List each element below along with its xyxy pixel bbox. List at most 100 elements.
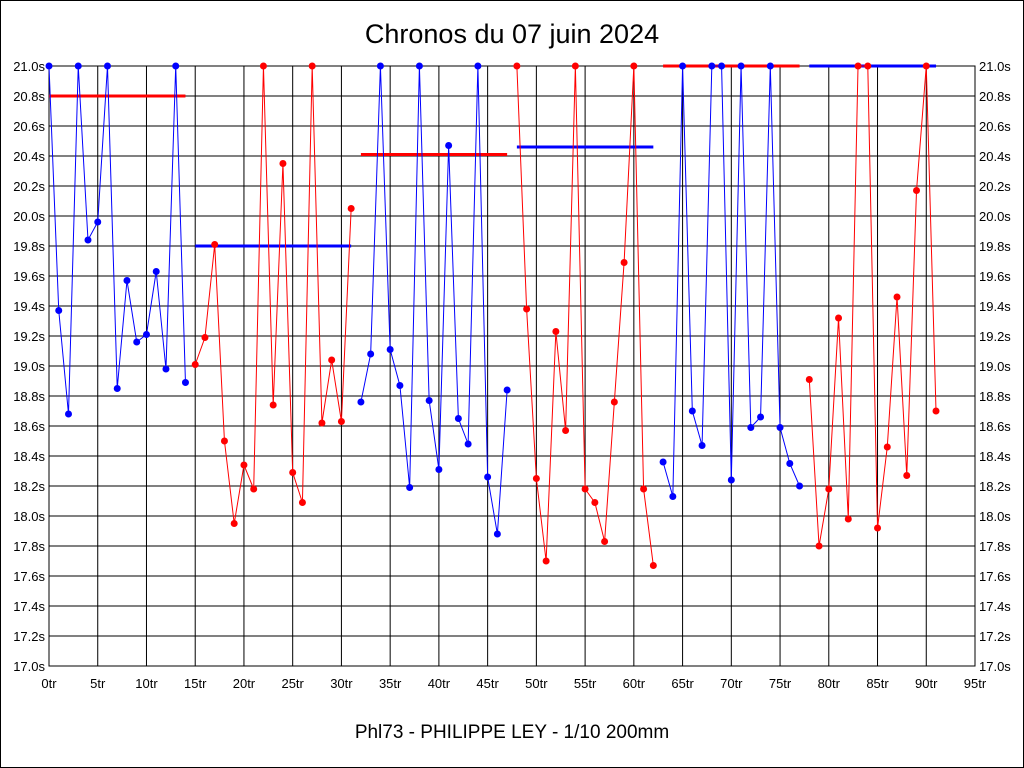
y-tick-label-left: 20.6s (13, 119, 45, 134)
y-tick-label-right: 17.4s (979, 599, 1011, 614)
y-tick-label-left: 20.4s (13, 149, 45, 164)
data-point (747, 424, 755, 431)
data-point (796, 482, 804, 490)
data-point (386, 346, 394, 353)
data-point (133, 338, 141, 346)
x-tick-label: 50tr (525, 676, 548, 691)
data-point (669, 493, 677, 500)
data-point (230, 520, 238, 527)
data-point (484, 473, 492, 481)
y-tick-label-right: 19.0s (979, 359, 1011, 374)
data-point (874, 524, 882, 532)
x-tick-label: 25tr (281, 676, 304, 691)
data-point (610, 398, 618, 406)
data-point (913, 187, 921, 194)
data-point (425, 397, 433, 404)
y-tick-label-left: 17.6s (13, 569, 45, 584)
y-tick-label-right: 18.4s (979, 449, 1011, 464)
data-point (620, 259, 628, 266)
data-point (903, 472, 911, 479)
y-tick-label-left: 17.8s (13, 539, 45, 554)
data-point (757, 413, 765, 421)
y-tick-label-left: 17.0s (13, 659, 45, 674)
data-point (659, 458, 667, 466)
data-point (74, 62, 82, 70)
y-tick-label-right: 18.0s (979, 509, 1011, 524)
data-point (415, 62, 423, 70)
x-tick-label: 15tr (184, 676, 207, 691)
data-point (396, 382, 404, 389)
y-tick-label-right: 17.0s (979, 659, 1011, 674)
x-tick-label: 35tr (379, 676, 402, 691)
x-tick-label: 70tr (720, 676, 743, 691)
y-tick-label-left: 18.2s (13, 479, 45, 494)
data-point (591, 499, 599, 506)
data-point (172, 62, 180, 70)
series-line (194, 65, 352, 524)
y-tick-label-left: 17.4s (13, 599, 45, 614)
data-point (698, 442, 706, 449)
x-tick-label: 40tr (428, 676, 451, 691)
data-point (357, 398, 365, 406)
x-tick-label: 55tr (574, 676, 597, 691)
data-point (835, 314, 843, 322)
x-tick-label: 5tr (90, 676, 106, 691)
data-point (123, 277, 131, 284)
data-point (854, 62, 862, 70)
data-point (718, 62, 726, 70)
data-point (688, 407, 696, 415)
series-line (360, 65, 508, 535)
data-point (376, 62, 384, 70)
data-point (94, 218, 102, 226)
x-tick-label: 95tr (964, 676, 987, 691)
data-point (64, 410, 72, 418)
data-point (601, 538, 609, 545)
y-tick-label-left: 20.8s (13, 89, 45, 104)
plot-border (48, 65, 976, 667)
y-tick-label-right: 18.6s (979, 419, 1011, 434)
data-point (503, 386, 511, 394)
data-point (240, 461, 248, 469)
y-tick-label-right: 21.0s (979, 59, 1011, 74)
y-tick-label-left: 18.8s (13, 389, 45, 404)
data-point (279, 160, 287, 167)
data-point (922, 62, 930, 70)
data-point (474, 62, 482, 70)
data-point (318, 419, 326, 427)
y-tick-label-left: 19.6s (13, 269, 45, 284)
data-point (786, 460, 794, 467)
data-point (367, 350, 375, 358)
y-tick-label-left: 17.2s (13, 629, 45, 644)
data-point (893, 293, 901, 301)
y-tick-label-right: 20.2s (979, 179, 1011, 194)
y-tick-label-right: 17.2s (979, 629, 1011, 644)
data-point (532, 475, 540, 482)
y-tick-label-left: 21.0s (13, 59, 45, 74)
chart-footer-label: Phl73 - PHILIPPE LEY - 1/10 200mm (354, 722, 670, 743)
data-point (727, 476, 735, 484)
data-point (737, 62, 745, 70)
data-point (250, 485, 258, 493)
y-tick-label-left: 18.0s (13, 509, 45, 524)
data-point (932, 407, 940, 415)
y-tick-label-right: 19.4s (979, 299, 1011, 314)
data-point (337, 418, 345, 425)
y-tick-label-left: 19.0s (13, 359, 45, 374)
chart-title: Chronos du 07 juin 2024 (364, 19, 660, 49)
data-point (289, 469, 297, 476)
data-point (493, 530, 501, 538)
data-point (220, 437, 228, 445)
x-tick-label: 10tr (135, 676, 158, 691)
data-point (259, 62, 267, 70)
y-tick-label-left: 18.4s (13, 449, 45, 464)
data-point (552, 328, 560, 335)
series-line (48, 65, 186, 415)
data-point (581, 485, 589, 493)
x-tick-label: 90tr (915, 676, 938, 691)
x-tick-label: 85tr (866, 676, 889, 691)
y-tick-label-right: 20.6s (979, 119, 1011, 134)
data-point (815, 542, 823, 550)
x-tick-label: 20tr (233, 676, 256, 691)
